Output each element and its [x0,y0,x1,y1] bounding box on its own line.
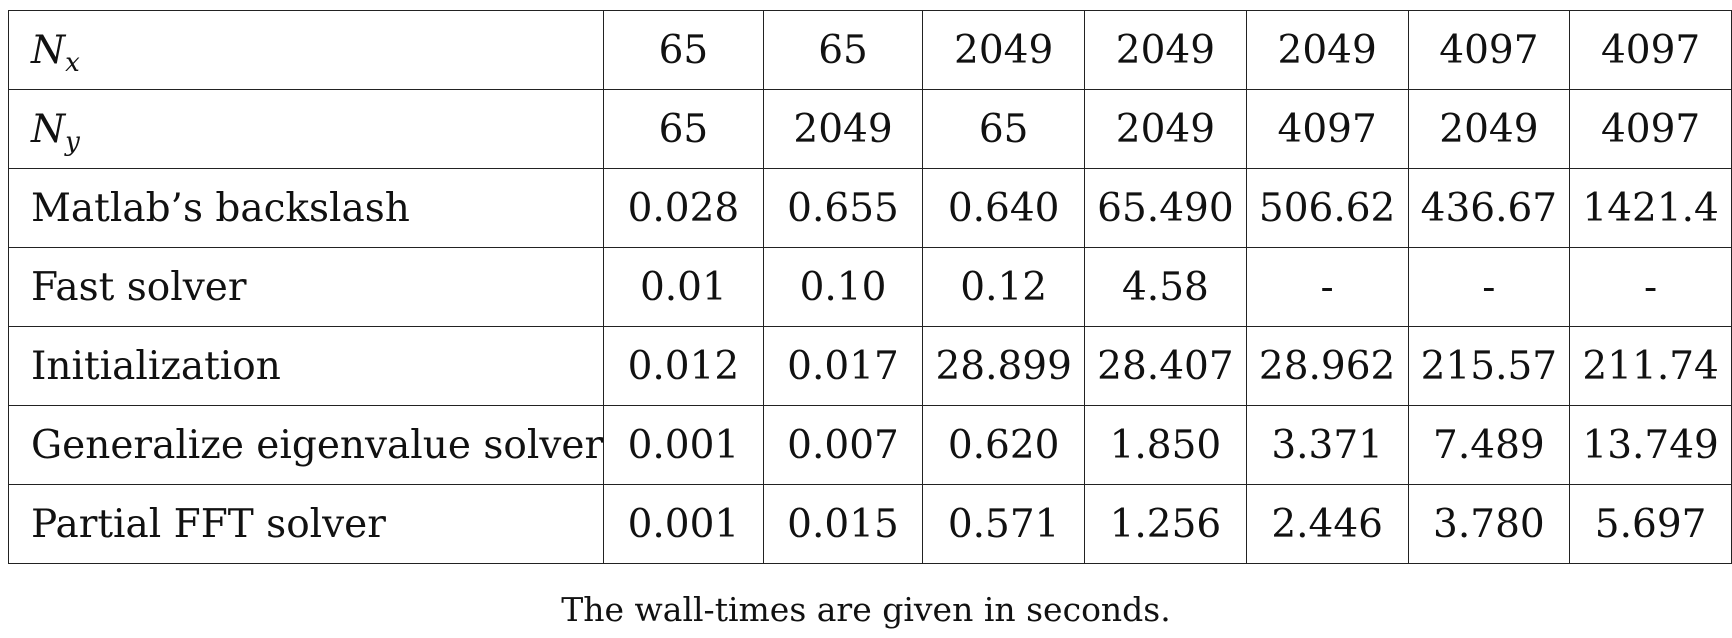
table-cell: 215.57 [1407,326,1571,406]
table-cell: - [1569,247,1732,327]
table-cell: 4.58 [1084,247,1247,327]
table-cell: - [1245,247,1409,327]
row-label-nx: Nx [7,10,605,90]
timing-table: Nx 65 65 2049 2049 2049 4097 4097 Ny 65 … [7,10,1732,564]
table-cell: 0.01 [603,247,764,327]
table-cell: 65 [762,10,924,90]
table-row: Nx 65 65 2049 2049 2049 4097 4097 [7,10,1732,90]
table-cell: 2049 [1407,89,1571,169]
table-cell: 0.028 [603,168,764,248]
table-row: Fast solver 0.01 0.10 0.12 4.58 - - - [7,247,1732,327]
table-cell: 28.899 [922,326,1086,406]
table-cell: 4097 [1407,10,1571,90]
table-cell: 1.256 [1084,484,1247,564]
table-cell: 65 [603,10,764,90]
table-cell: 0.015 [762,484,924,564]
table-row: Matlab’s backslash 0.028 0.655 0.640 65.… [7,168,1732,248]
table-cell: 436.67 [1407,168,1571,248]
table-cell: 65 [603,89,764,169]
table-cell: 211.74 [1569,326,1732,406]
table-row: Initialization 0.012 0.017 28.899 28.407… [7,326,1732,406]
table-cell: 3.371 [1245,405,1409,485]
table-cell: 1421.4 [1569,168,1732,248]
table-caption: The wall-times are given in seconds. [561,590,1171,629]
table-cell: 28.962 [1245,326,1409,406]
table-cell: 5.697 [1569,484,1732,564]
table-row: Partial FFT solver 0.001 0.015 0.571 1.2… [7,484,1732,564]
table-cell: 506.62 [1245,168,1409,248]
table-cell: 2049 [1084,89,1247,169]
table-cell: 0.001 [603,484,764,564]
table-cell: 0.001 [603,405,764,485]
table-cell: 2.446 [1245,484,1409,564]
table-cell: 0.12 [922,247,1086,327]
row-label: Initialization [7,326,605,406]
row-label: Partial FFT solver [7,484,605,564]
table-cell: 28.407 [1084,326,1247,406]
table-cell: - [1407,247,1571,327]
table-cell: 4097 [1569,10,1732,90]
table-cell: 4097 [1569,89,1732,169]
table-cell: 3.780 [1407,484,1571,564]
table-cell: 0.655 [762,168,924,248]
table-cell: 0.620 [922,405,1086,485]
table-cell: 65 [922,89,1086,169]
row-label: Generalize eigenvalue solver [7,405,605,485]
table-cell: 4097 [1245,89,1409,169]
table-cell: 2049 [1245,10,1409,90]
row-label: Matlab’s backslash [7,168,605,248]
table-cell: 2049 [1084,10,1247,90]
table-cell: 0.571 [922,484,1086,564]
table-row: Ny 65 2049 65 2049 4097 2049 4097 [7,89,1732,169]
table-cell: 0.10 [762,247,924,327]
table-cell: 7.489 [1407,405,1571,485]
table-cell: 2049 [922,10,1086,90]
table-cell: 2049 [762,89,924,169]
table-cell: 0.007 [762,405,924,485]
table-cell: 13.749 [1569,405,1732,485]
table-cell: 1.850 [1084,405,1247,485]
table-cell: 65.490 [1084,168,1247,248]
table-cell: 0.640 [922,168,1086,248]
table-row: Generalize eigenvalue solver 0.001 0.007… [7,405,1732,485]
row-label-ny: Ny [7,89,605,169]
row-label: Fast solver [7,247,605,327]
table-cell: 0.012 [603,326,764,406]
table-cell: 0.017 [762,326,924,406]
